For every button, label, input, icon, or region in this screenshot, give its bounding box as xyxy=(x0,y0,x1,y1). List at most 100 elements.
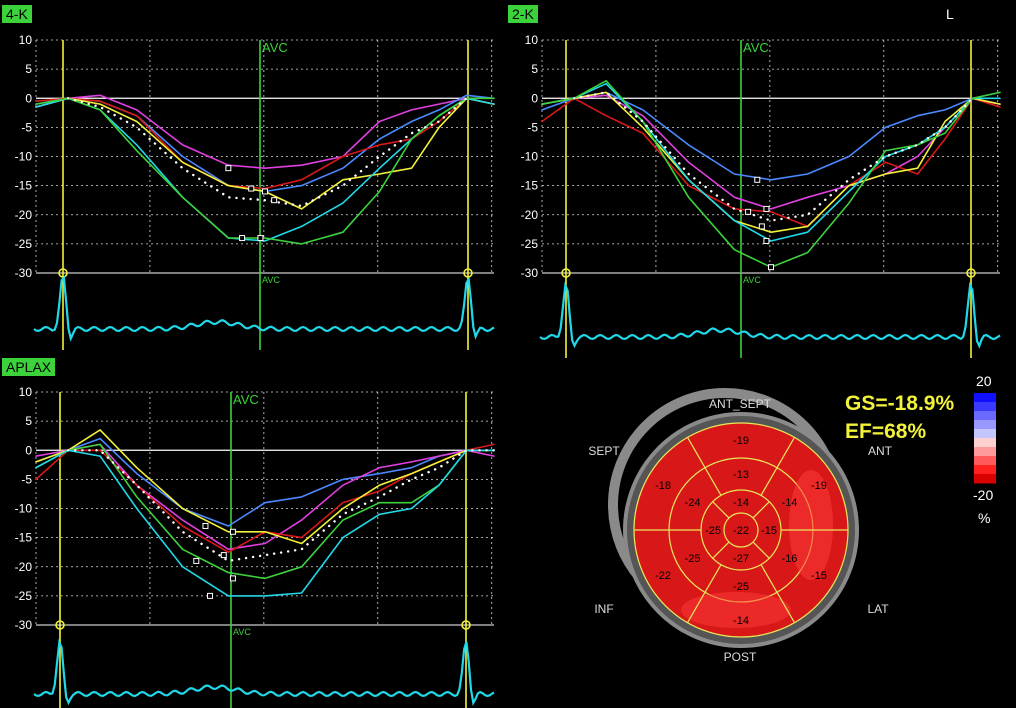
y-tick-label: 10 xyxy=(19,385,33,399)
avc-label-top: AVC xyxy=(262,40,288,55)
avc-label-bottom: AVC xyxy=(743,275,761,285)
segment-value: -13 xyxy=(733,469,749,481)
bullseye-spoke xyxy=(704,564,722,593)
ecg-trace xyxy=(539,281,1001,349)
ed-marker-circle xyxy=(55,620,65,630)
global-strain-text: GS=-18.9% xyxy=(845,392,955,415)
segment-strain-curve xyxy=(35,97,495,245)
ed-marker-circle xyxy=(461,620,471,630)
y-tick-label: -20 xyxy=(15,208,33,222)
scale-max-label: 20 xyxy=(976,373,992,389)
segment-strain-curve xyxy=(541,80,1001,268)
y-tick-label: -30 xyxy=(521,266,539,280)
y-tick-label: -15 xyxy=(521,179,539,193)
segment-strain-curve xyxy=(35,443,495,551)
peak-marker xyxy=(248,185,255,192)
y-tick-label: -5 xyxy=(21,472,32,486)
segment-strain-curve xyxy=(541,82,1001,242)
label-lat: LAT xyxy=(867,602,889,616)
y-tick-label: -10 xyxy=(15,502,33,516)
peak-marker xyxy=(271,197,278,204)
y-tick-label: 0 xyxy=(25,91,32,105)
segment-value: -25 xyxy=(705,525,721,537)
lead-label: L xyxy=(946,6,954,22)
average-strain-curve xyxy=(66,449,496,563)
avc-label-top: AVC xyxy=(743,40,769,55)
average-strain-curve xyxy=(572,91,974,222)
segment-value: -14 xyxy=(733,497,749,509)
scale-swatch xyxy=(974,474,996,484)
segment-strain-curve xyxy=(35,94,495,169)
ed-marker-circle xyxy=(561,268,571,278)
segment-value: -19 xyxy=(733,435,749,447)
segment-value: -15 xyxy=(811,570,827,582)
y-tick-label: -20 xyxy=(15,560,33,574)
bullseye-spoke xyxy=(776,592,796,623)
avc-label-bottom: AVC xyxy=(262,275,280,285)
view-label-2k[interactable]: 2-K xyxy=(508,5,538,23)
segment-strain-curve xyxy=(35,94,495,193)
y-tick-label: 5 xyxy=(531,62,538,76)
segment-strain-curve xyxy=(35,97,495,210)
view-label-aplax[interactable]: APLAX xyxy=(2,358,56,376)
apex-value: -22 xyxy=(733,525,749,537)
bullseye-spoke xyxy=(712,501,730,519)
segment-strain-curve xyxy=(35,97,495,242)
peak-marker xyxy=(758,223,765,230)
label-post: POST xyxy=(724,650,757,664)
y-tick-label: -20 xyxy=(521,208,539,222)
segment-value: -24 xyxy=(685,497,701,509)
peak-marker xyxy=(207,592,214,599)
y-tick-label: -15 xyxy=(15,179,33,193)
y-tick-label: -25 xyxy=(15,237,33,251)
ed-marker-circle xyxy=(58,268,68,278)
view-label-4k[interactable]: 4-K xyxy=(2,5,32,23)
peak-marker xyxy=(768,264,774,271)
ed-marker-circle xyxy=(966,268,976,278)
y-tick-label: 10 xyxy=(525,33,539,47)
bullseye-spoke xyxy=(686,592,706,623)
segment-value: -15 xyxy=(761,525,777,537)
segment-value: -22 xyxy=(655,570,671,582)
scale-swatch xyxy=(974,465,996,475)
peak-marker xyxy=(239,235,246,242)
label-ant: ANT xyxy=(868,444,893,458)
y-tick-label: 5 xyxy=(25,414,32,428)
scale-swatch xyxy=(974,393,996,403)
bullseye-spoke xyxy=(760,564,778,593)
segment-value: -16 xyxy=(782,553,798,565)
bullseye-spoke xyxy=(760,467,778,496)
bullseye-ring-apex xyxy=(723,512,759,548)
y-tick-label: -5 xyxy=(21,120,32,134)
scale-swatch xyxy=(974,420,996,430)
segment-strain-curve xyxy=(35,443,495,580)
y-tick-label: 10 xyxy=(19,33,33,47)
y-tick-label: -5 xyxy=(527,120,538,134)
scale-swatch xyxy=(974,447,996,457)
y-tick-label: -30 xyxy=(15,618,33,632)
scale-unit-label: % xyxy=(978,510,991,526)
bullseye-spoke xyxy=(704,467,722,496)
ed-marker-circle xyxy=(463,268,473,278)
bullseye-spoke xyxy=(686,437,706,468)
segment-strain-curve xyxy=(541,91,1001,181)
peak-marker xyxy=(262,188,268,195)
y-tick-label: 0 xyxy=(25,443,32,457)
peak-marker xyxy=(225,165,232,172)
segment-strain-curve xyxy=(541,91,1001,233)
y-tick-label: 0 xyxy=(531,91,538,105)
peak-marker xyxy=(257,235,264,242)
segment-strain-curve xyxy=(35,429,495,545)
bullseye-light-patch xyxy=(681,592,791,628)
label-ant-sept: ANT_SEPT xyxy=(709,397,772,411)
scale-min-label: -20 xyxy=(973,487,994,503)
segment-value: -19 xyxy=(811,480,827,492)
avc-label-top: AVC xyxy=(233,392,259,407)
bullseye-spoke xyxy=(752,501,770,519)
bullseye-spoke xyxy=(712,541,730,559)
bullseye-spoke xyxy=(776,437,796,468)
y-tick-label: -25 xyxy=(521,237,539,251)
peak-marker xyxy=(193,557,200,564)
segment-strain-curve xyxy=(35,443,495,553)
